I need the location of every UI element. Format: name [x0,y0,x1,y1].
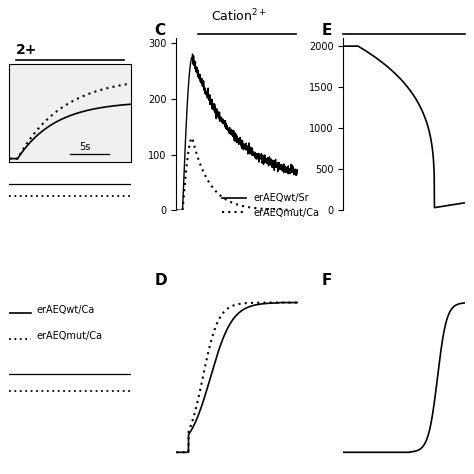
Text: F: F [322,273,332,288]
Text: D: D [155,273,167,288]
Text: Cation$^{2+}$: Cation$^{2+}$ [211,8,267,24]
Text: E: E [322,23,332,38]
Text: erAEQmut/Ca: erAEQmut/Ca [36,331,102,341]
Text: erAEQwt/Ca: erAEQwt/Ca [36,305,94,315]
Legend: erAEQwt/Sr, erAEQmut/Ca: erAEQwt/Sr, erAEQmut/Ca [218,189,324,222]
Text: 2+: 2+ [16,43,37,57]
Text: C: C [155,23,166,38]
